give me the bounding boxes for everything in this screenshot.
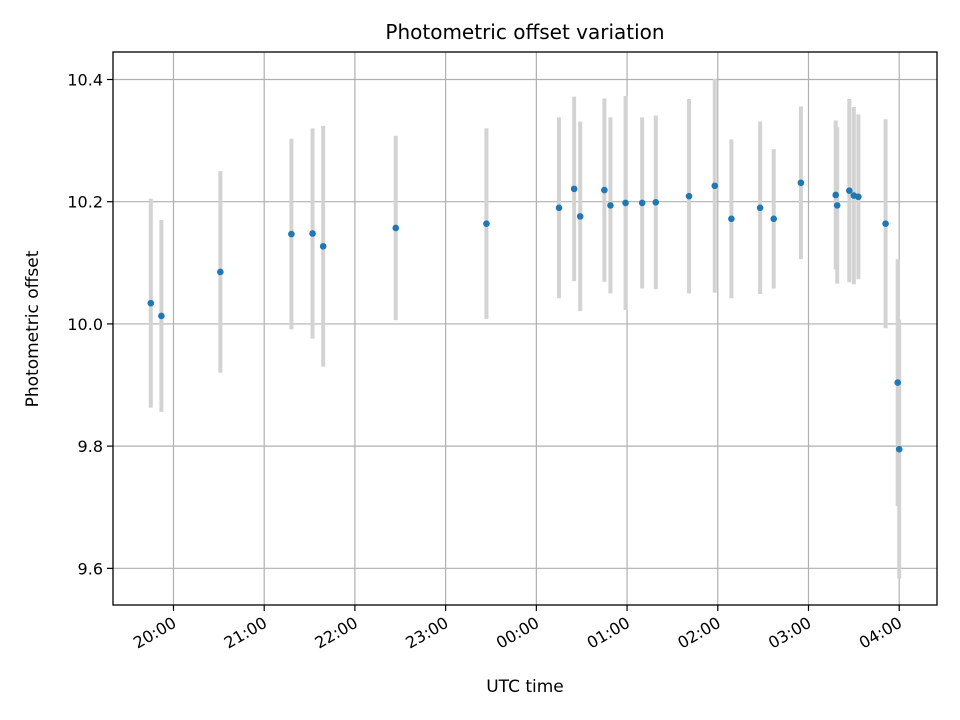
data-point: [855, 193, 862, 201]
x-axis-label: UTC time: [486, 677, 564, 697]
data-point: [217, 268, 224, 276]
y-tick-label: 9.8: [78, 437, 103, 456]
data-point: [555, 204, 563, 212]
data-point: [158, 312, 165, 320]
data-point: [147, 299, 155, 307]
data-point: [832, 191, 840, 199]
data-point: [756, 204, 764, 212]
data-point: [797, 179, 805, 187]
y-tick-label: 10.4: [67, 70, 103, 89]
y-tick-label: 10.0: [67, 315, 103, 334]
data-points: [147, 179, 903, 453]
data-point: [288, 230, 295, 238]
data-point: [319, 243, 327, 250]
data-point: [728, 215, 735, 223]
data-point: [711, 182, 719, 190]
y-tick-label: 10.2: [67, 193, 103, 212]
chart-title: Photometric offset variation: [385, 20, 664, 44]
data-point: [638, 199, 646, 207]
data-point: [685, 192, 693, 200]
data-point: [895, 445, 903, 453]
data-point: [576, 213, 584, 220]
data-point: [652, 199, 660, 206]
data-point: [894, 379, 901, 386]
data-point: [483, 220, 490, 228]
data-point: [770, 215, 778, 223]
data-point: [570, 185, 578, 193]
data-point: [846, 187, 853, 195]
data-point: [607, 202, 614, 209]
plot-frame: [112, 51, 938, 606]
y-tick-label: 9.6: [78, 559, 103, 578]
data-point: [392, 224, 400, 232]
data-point: [309, 230, 316, 237]
y-axis-label: Photometric offset: [23, 250, 43, 407]
data-point: [833, 202, 841, 209]
data-point: [601, 186, 608, 194]
data-point: [882, 220, 889, 228]
data-point: [622, 199, 629, 207]
